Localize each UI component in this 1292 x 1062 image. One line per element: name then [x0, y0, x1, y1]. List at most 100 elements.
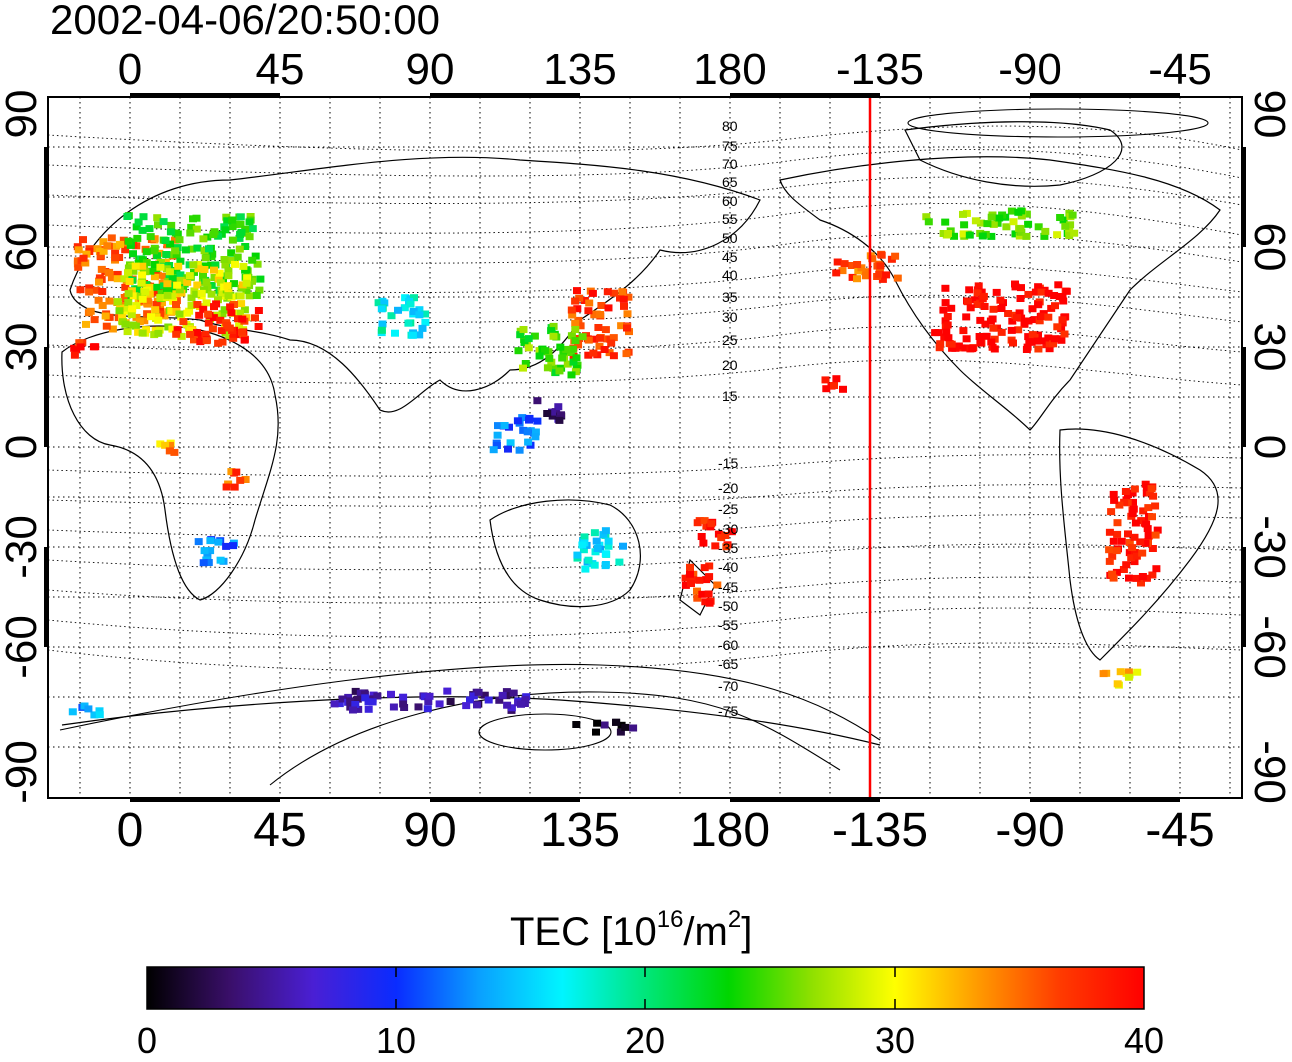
tec-point: [1138, 573, 1147, 580]
tec-point: [135, 318, 144, 326]
tec-point: [199, 559, 208, 567]
tec-point: [601, 527, 610, 535]
left-lat-tick: 0: [0, 435, 46, 459]
tec-point: [1113, 530, 1122, 538]
tec-point: [111, 254, 120, 262]
tec-point: [513, 417, 522, 425]
tec-point: [833, 258, 842, 266]
contour-label: 25: [722, 332, 738, 348]
tec-point: [973, 301, 982, 308]
tec-point: [186, 330, 195, 338]
tec-point: [965, 286, 974, 294]
tec-point: [200, 286, 208, 294]
tec-point: [987, 213, 996, 221]
tec-point: [101, 312, 110, 320]
tec-point: [414, 703, 423, 711]
tec-point: [349, 706, 357, 714]
tec-point: [847, 262, 856, 269]
tec-point: [574, 341, 583, 349]
tec-point: [165, 447, 174, 455]
tec-point: [121, 283, 130, 291]
tec-point: [944, 334, 953, 342]
tec-point: [1034, 223, 1043, 231]
tec-point: [1105, 557, 1114, 565]
tec-point: [228, 236, 237, 244]
tec-point: [166, 441, 174, 449]
tec-point: [205, 245, 213, 253]
tec-point: [338, 695, 347, 703]
tec-point: [131, 262, 140, 270]
tec-point: [200, 262, 209, 270]
tec-point: [125, 278, 134, 285]
tec-point: [981, 320, 990, 328]
tec-point: [941, 299, 950, 307]
tec-point: [218, 310, 227, 318]
tec-point: [251, 314, 259, 322]
tec-point: [484, 696, 493, 704]
tec-point: [568, 345, 577, 353]
tec-point: [875, 270, 884, 278]
tec-point: [85, 288, 94, 296]
tec-point: [620, 302, 628, 310]
tec-point: [840, 260, 849, 268]
tec-point: [868, 255, 877, 263]
tec-point: [99, 238, 108, 246]
tec-point: [214, 296, 222, 304]
tec-point: [701, 598, 710, 606]
tec-point: [520, 339, 529, 347]
tec-point: [361, 694, 370, 702]
tec-point: [610, 289, 619, 297]
tec-point: [254, 307, 263, 314]
right-lat-tick: -90: [1245, 740, 1292, 804]
tec-point: [230, 280, 238, 288]
tec-point: [1025, 337, 1034, 345]
tec-point: [1016, 295, 1025, 302]
tec-point: [222, 483, 231, 491]
tec-point: [1017, 314, 1026, 322]
tec-point: [1034, 283, 1043, 291]
tec-point: [609, 334, 618, 342]
tec-point: [209, 314, 218, 322]
tec-point: [1034, 301, 1043, 309]
tec-point: [168, 292, 177, 300]
tec-point: [1129, 505, 1138, 513]
tec-point: [183, 309, 192, 317]
tec-point: [210, 303, 218, 311]
tec-point: [89, 343, 98, 351]
tec-point: [1139, 507, 1148, 515]
tec-point: [1113, 519, 1122, 527]
tec-point: [941, 317, 950, 325]
tec-point: [523, 428, 532, 436]
tec-point: [175, 286, 184, 294]
tec-point: [474, 688, 483, 696]
tec-point: [102, 322, 111, 330]
tec-point: [1011, 230, 1020, 238]
tec-point: [697, 533, 706, 540]
tec-point: [118, 313, 127, 321]
tec-point: [68, 708, 77, 716]
tec-point: [74, 246, 83, 254]
contour-label: 35: [722, 289, 738, 305]
tec-point: [171, 247, 180, 255]
tec-point: [79, 254, 88, 262]
tec-point: [92, 286, 101, 294]
colorbar-tick-label: 0: [137, 1020, 157, 1057]
tec-point: [619, 295, 628, 303]
tec-point: [1070, 229, 1079, 237]
contour-label: 50: [722, 230, 738, 246]
tec-point: [124, 269, 132, 277]
tec-point: [147, 313, 155, 321]
contour-labels-north: 80 75 70 65 60 55 50 45 40 35 30 25 20 1…: [722, 118, 738, 404]
tec-point: [115, 307, 124, 315]
tec-point: [223, 217, 232, 225]
tec-point: [1028, 331, 1037, 339]
tec-point: [604, 537, 613, 545]
tec-point: [245, 233, 254, 241]
tec-point: [1148, 513, 1156, 521]
tec-point: [185, 272, 194, 280]
tec-point: [590, 335, 599, 343]
tec-point: [116, 240, 124, 248]
tec-point: [161, 237, 170, 244]
right-latitude-axis: 90 60 30 0 -30 -60 -90: [1245, 90, 1292, 804]
tec-point: [699, 539, 708, 547]
